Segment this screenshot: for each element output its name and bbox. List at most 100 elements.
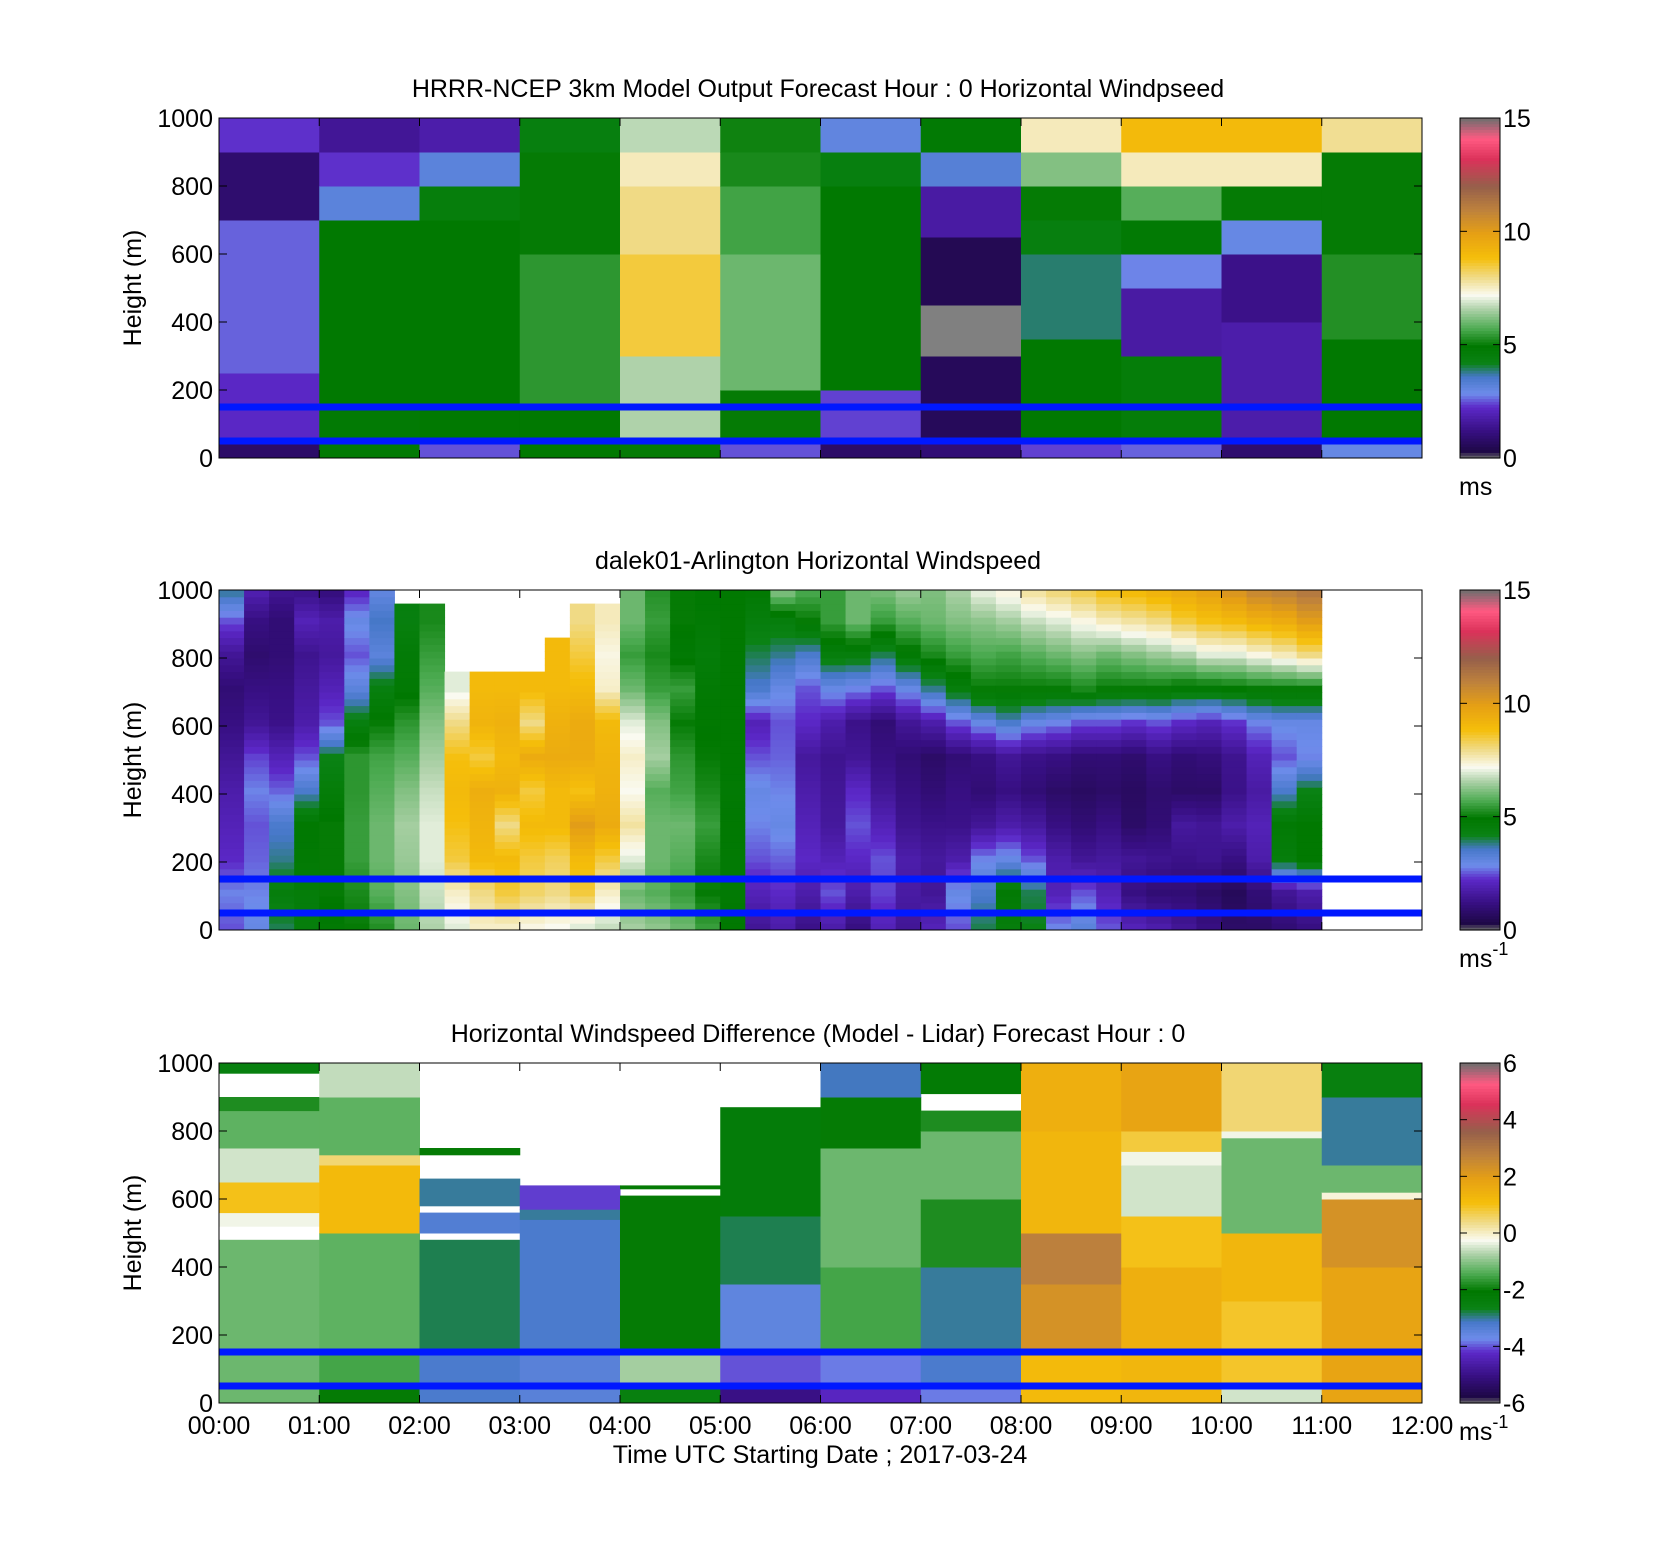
heatmap-cell: [720, 610, 746, 618]
colorbar-segment: [1460, 1139, 1500, 1143]
colorbar-segment: [1460, 918, 1500, 923]
heatmap-cell: [569, 834, 596, 843]
heatmap-cell: [294, 807, 320, 815]
heatmap-cell: [795, 617, 821, 625]
heatmap-cell: [945, 814, 972, 822]
heatmap-cell: [645, 671, 671, 679]
heatmap-cell: [720, 800, 746, 809]
heatmap-cell: [319, 828, 345, 836]
heatmap-cell: [1221, 862, 1248, 870]
colorbar-segment: [1460, 424, 1500, 428]
heatmap-cell: [670, 671, 696, 679]
heatmap-cell: [319, 1154, 420, 1166]
heatmap-cell: [720, 186, 821, 255]
heatmap-cell: [770, 800, 796, 809]
heatmap-cell: [1171, 596, 1197, 605]
heatmap-cell: [594, 678, 621, 686]
heatmap-cell: [244, 814, 270, 822]
heatmap-cell: [795, 902, 821, 911]
heatmap-cell: [344, 800, 370, 809]
heatmap-cell: [344, 651, 370, 659]
heatmap-cell: [394, 807, 420, 815]
heatmap-cell: [219, 821, 245, 829]
heatmap-cell: [745, 746, 771, 754]
heatmap-cell: [1296, 705, 1323, 713]
heatmap-cell: [394, 610, 420, 618]
heatmap-cell: [620, 698, 646, 707]
heatmap-cell: [369, 814, 395, 822]
heatmap-cell: [720, 726, 746, 734]
heatmap-cell: [369, 794, 395, 802]
heatmap-cell: [820, 1148, 922, 1268]
heatmap-cell: [1171, 821, 1197, 829]
heatmap-cell: [1146, 739, 1172, 747]
heatmap-cell: [1096, 923, 1122, 931]
heatmap-cell: [244, 739, 270, 747]
heatmap-cell: [945, 726, 972, 734]
heatmap-cell: [219, 590, 245, 598]
heatmap-cell: [1071, 848, 1097, 856]
heatmap-cell: [544, 671, 571, 679]
heatmap-cell: [519, 848, 546, 856]
y-tick-label: 200: [171, 377, 213, 405]
colorbar-segment: [1460, 364, 1500, 368]
colorbar-segment: [1460, 256, 1500, 261]
heatmap-cell: [1221, 739, 1248, 747]
heatmap-cell: [820, 773, 847, 781]
heatmap-cell: [269, 685, 295, 693]
heatmap-cell: [1171, 705, 1197, 713]
heatmap-cell: [820, 1352, 922, 1384]
heatmap-cell: [544, 678, 571, 686]
heatmap-cell: [1221, 882, 1248, 890]
heatmap-cell: [419, 630, 446, 639]
heatmap-cell: [1296, 800, 1323, 809]
heatmap-cell: [895, 787, 922, 795]
colorbar-segment: [1460, 890, 1500, 894]
heatmap-cell: [995, 807, 1022, 815]
heatmap-cell: [1046, 644, 1072, 652]
heatmap-cell: [569, 719, 596, 727]
heatmap-cell: [1271, 800, 1298, 809]
colorbar-segment: [1460, 791, 1500, 795]
heatmap-cell: [294, 651, 320, 659]
heatmap-cell: [895, 902, 922, 911]
heatmap-cell: [444, 739, 471, 747]
heatmap-cell: [269, 617, 295, 625]
heatmap-cell: [920, 1110, 1022, 1132]
colorbar-segment: [1460, 194, 1500, 198]
heatmap-cell: [269, 712, 295, 720]
heatmap-cell: [444, 868, 471, 877]
heatmap-cell: [519, 794, 546, 802]
colorbar-segment: [1460, 1125, 1500, 1129]
colorbar-segment: [1460, 426, 1500, 431]
heatmap-cell: [1221, 916, 1248, 924]
heatmap-cell: [1271, 787, 1298, 795]
heatmap-cell: [469, 794, 496, 802]
heatmap-cell: [1221, 794, 1248, 802]
heatmap-cell: [269, 651, 295, 659]
heatmap-cell: [319, 186, 420, 221]
heatmap-cell: [1296, 726, 1323, 734]
heatmap-cell: [344, 773, 370, 781]
heatmap-cell: [870, 664, 897, 673]
colorbar-segment: [1460, 864, 1500, 869]
colorbar-segment: [1460, 313, 1500, 317]
heatmap-cell: [1171, 678, 1197, 686]
heatmap-cell: [494, 868, 521, 877]
heatmap-cell: [294, 882, 320, 890]
heatmap-cell: [419, 923, 446, 931]
heatmap-cell: [569, 800, 596, 809]
heatmap-cell: [845, 617, 872, 625]
heatmap-cell: [1046, 726, 1072, 734]
heatmap-cell: [820, 923, 847, 931]
heatmap-cell: [219, 766, 245, 775]
heatmap-cell: [369, 698, 395, 707]
heatmap-cell: [444, 834, 471, 843]
heatmap-cell: [1146, 644, 1172, 652]
heatmap-cell: [519, 118, 621, 153]
heatmap-cell: [1271, 590, 1298, 598]
colorbar-segment: [1460, 438, 1500, 442]
heatmap-cell: [1196, 814, 1222, 822]
heatmap-cell: [1121, 807, 1147, 815]
